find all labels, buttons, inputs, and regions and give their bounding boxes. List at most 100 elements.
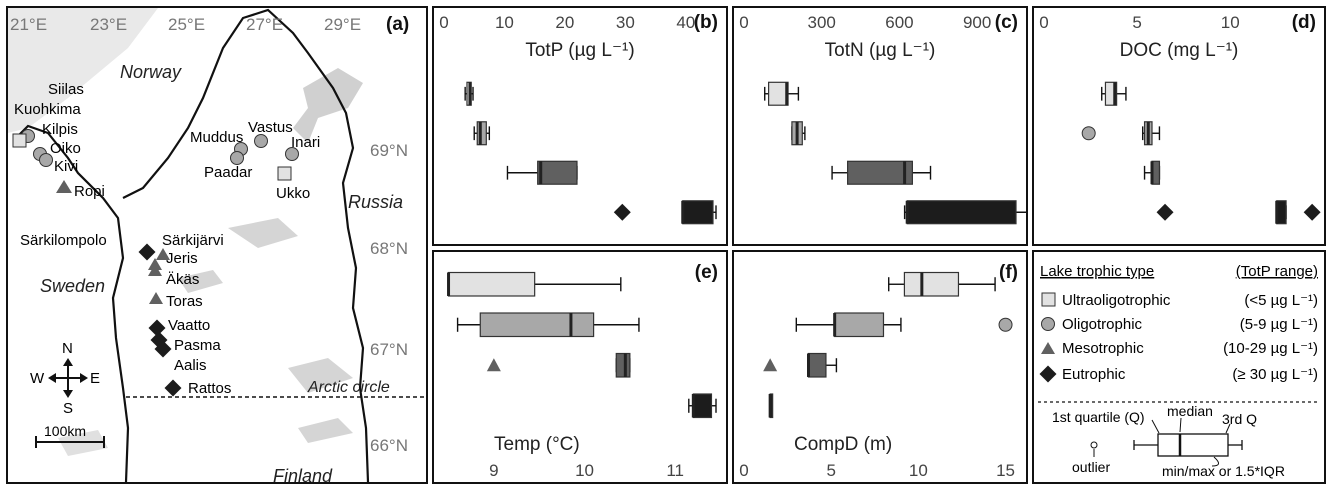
tick-label: 600 xyxy=(885,13,913,32)
legend-item-label: Mesotrophic xyxy=(1062,340,1144,357)
lake-marker-mesotrophic xyxy=(148,264,162,276)
lake-label: Kivi xyxy=(54,158,78,175)
lake-label: Paadar xyxy=(204,164,252,181)
scale-label: 100km xyxy=(44,423,86,439)
box-ultraoligotrophic xyxy=(447,271,622,297)
outlier-marker xyxy=(1303,203,1321,221)
legend-marker-eutrophic xyxy=(1039,365,1057,383)
panel-label: (b) xyxy=(694,12,718,33)
country-label: Norway xyxy=(120,62,182,82)
lake-marker-eutrophic xyxy=(138,243,156,261)
key-median-label: median xyxy=(1167,403,1213,419)
box-ultraoligotrophic xyxy=(464,81,474,106)
box-eutrophic xyxy=(688,393,717,419)
lake-marker-eutrophic xyxy=(148,319,166,337)
lake-label: Jeris xyxy=(166,250,198,267)
chart-panel-temp: 9 10 11 Temp (°C) (e) xyxy=(432,250,728,484)
panel-label: (e) xyxy=(695,262,718,283)
tick-label: 40 xyxy=(676,13,695,32)
legend-marker-ultraoligotrophic xyxy=(1041,292,1056,307)
lake-label: Särkilompolo xyxy=(20,232,107,249)
legend-item-label: Ultraoligotrophic xyxy=(1062,292,1171,309)
lon-tick: 23°E xyxy=(90,15,127,34)
box-iqr xyxy=(479,312,595,338)
lake-label: Äkäs xyxy=(166,271,199,288)
map-panel: 21°E 23°E 25°E 27°E 29°E (a) 69°N 68°N 6… xyxy=(6,6,428,484)
lon-tick: 25°E xyxy=(168,15,205,34)
lake-marker-eutrophic xyxy=(164,379,182,397)
chart-svg-totp: 0 10 20 30 40 TotP (µg L⁻¹) (b) xyxy=(439,12,718,225)
axis-title: DOC (mg L⁻¹) xyxy=(1120,40,1239,61)
box-iqr xyxy=(615,352,631,378)
box-mesotrophic xyxy=(1143,160,1161,185)
tick-label: 0 xyxy=(439,13,448,32)
legend-item-range: (10-29 µg L⁻¹) xyxy=(1223,340,1318,357)
tick-label: 10 xyxy=(909,461,928,480)
chart-panel-doc: 0 5 10 DOC (mg L⁻¹) (d) xyxy=(1032,6,1326,246)
box-ultraoligotrophic xyxy=(888,271,996,297)
axis-title: CompD (m) xyxy=(794,434,892,455)
tick-label: 5 xyxy=(826,461,835,480)
box-eutrophic xyxy=(903,200,1026,225)
map-svg: 21°E 23°E 25°E 27°E 29°E (a) 69°N 68°N 6… xyxy=(8,8,426,482)
legend-item-label: Oligotrophic xyxy=(1062,316,1143,333)
chart-panel-compd: 0 5 10 15 CompD (m) (f) xyxy=(732,250,1028,484)
key-q3-label: 3rd Q xyxy=(1222,411,1257,427)
lake-shape xyxy=(178,270,223,293)
compass-n: N xyxy=(62,340,73,357)
lake-marker-mesotrophic xyxy=(156,248,170,260)
legend-item-label: Eutrophic xyxy=(1062,366,1126,383)
axis-title: TotP (µg L⁻¹) xyxy=(525,40,634,61)
outlier-marker xyxy=(998,317,1013,332)
lake-label: Toras xyxy=(166,293,203,310)
chart-panel-totn: 0 300 600 900 TotN (µg L⁻¹) (c) xyxy=(732,6,1028,246)
box-oligotrophic xyxy=(456,312,640,338)
lon-tick: 29°E xyxy=(324,15,361,34)
outlier-marker xyxy=(1156,203,1174,221)
box-oligotrophic xyxy=(1081,121,1161,146)
lake-label: Vaatto xyxy=(168,317,210,334)
lat-tick: 66°N xyxy=(370,436,408,455)
country-label: Russia xyxy=(348,192,403,212)
lake-marker-ultraoligotrophic xyxy=(277,166,292,181)
lake-label: Siilas xyxy=(48,81,84,98)
box-ultraoligotrophic xyxy=(764,81,800,106)
legend-svg: Lake trophic type (TotP range) Ultraolig… xyxy=(1038,263,1320,479)
legend-panel: Lake trophic type (TotP range) Ultraolig… xyxy=(1032,250,1326,484)
outlier-marker xyxy=(1081,126,1096,141)
chart-svg-temp: 9 10 11 Temp (°C) (e) xyxy=(447,262,718,480)
lake-label: Kuohkima xyxy=(14,101,81,118)
box-ultraoligotrophic xyxy=(1101,81,1127,106)
key-outlier-label: outlier xyxy=(1072,459,1110,475)
lake-marker-oligotrophic xyxy=(285,147,299,161)
finland-border xyxy=(15,8,370,482)
box-iqr xyxy=(906,200,1017,225)
box-iqr xyxy=(682,200,714,225)
box-iqr xyxy=(1104,81,1118,106)
box-iqr xyxy=(447,271,536,297)
tick-label: 11 xyxy=(666,461,684,480)
panel-label: (c) xyxy=(995,12,1018,33)
lake-label: Vastus xyxy=(248,119,293,136)
panel-label: (a) xyxy=(386,14,409,35)
lake-label: Rattos xyxy=(188,380,231,397)
tick-label: 900 xyxy=(963,13,991,32)
box-iqr xyxy=(692,393,713,419)
lake-label: Pasma xyxy=(174,337,221,354)
lake-label: Muddus xyxy=(190,129,243,146)
lake-label: Oiko xyxy=(50,140,81,157)
tick-label: 0 xyxy=(739,461,748,480)
tick-label: 0 xyxy=(1039,13,1048,32)
scale-bar: 100km xyxy=(35,423,105,448)
lat-tick: 69°N xyxy=(370,141,408,160)
key-q1-label: 1st quartile (Q) xyxy=(1052,409,1145,425)
lake-shape xyxy=(228,218,298,248)
box-oligotrophic xyxy=(791,121,806,146)
lake-label: Aalis xyxy=(174,357,207,374)
tick-label: 10 xyxy=(495,13,514,32)
compass-s: S xyxy=(63,400,73,417)
legend-item-range: (5-9 µg L⁻¹) xyxy=(1240,316,1318,333)
lake-marker-mesotrophic xyxy=(56,180,72,193)
lake-label: Ukko xyxy=(276,185,310,202)
box-iqr xyxy=(537,160,578,185)
